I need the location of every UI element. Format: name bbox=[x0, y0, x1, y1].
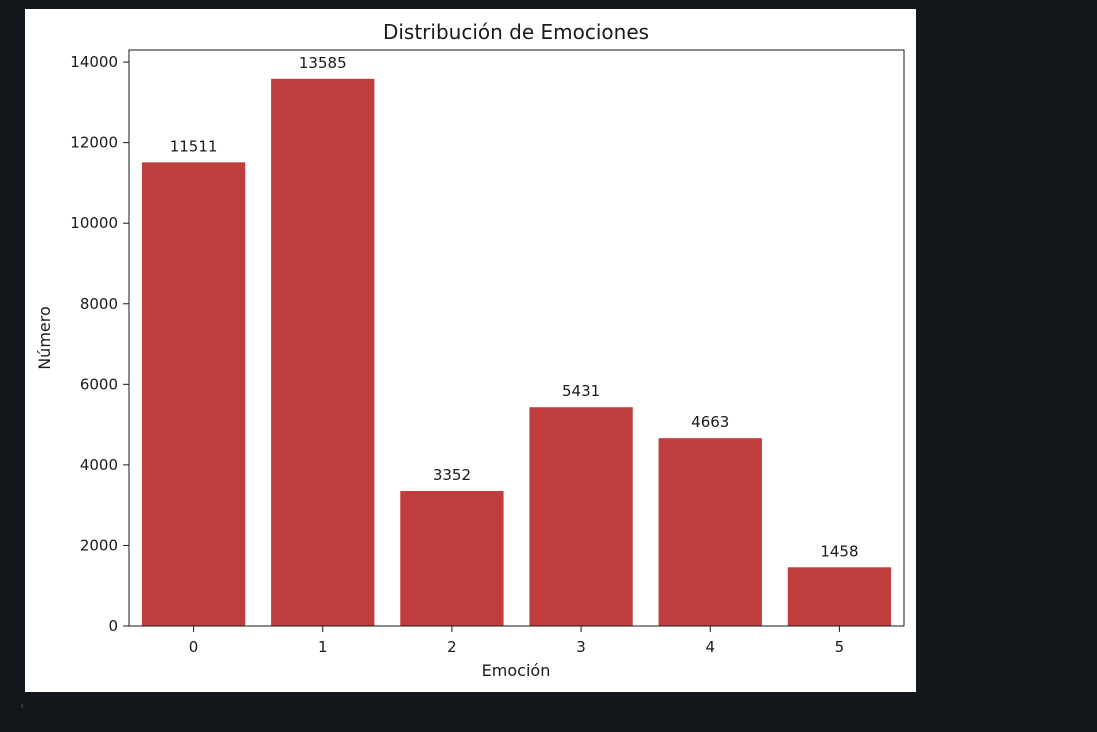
bar-2 bbox=[400, 490, 504, 626]
y-axis-label: Número bbox=[35, 306, 54, 370]
bars-layer bbox=[141, 78, 892, 627]
y-tick-label: 8000 bbox=[80, 295, 118, 313]
chevron-left-icon[interactable]: ‹ bbox=[20, 699, 25, 712]
x-tick-label: 5 bbox=[835, 638, 845, 656]
x-axis: 0 1 2 3 4 5 bbox=[189, 626, 844, 656]
data-label-2: 3352 bbox=[433, 466, 471, 484]
x-tick-label: 4 bbox=[705, 638, 715, 656]
chart-title: Distribución de Emociones bbox=[383, 20, 649, 44]
x-tick-label: 0 bbox=[189, 638, 199, 656]
x-axis-label: Emoción bbox=[482, 661, 551, 680]
y-tick-label: 6000 bbox=[80, 375, 118, 393]
chart-figure: Distribución de Emociones 11511 13585 3352… bbox=[25, 9, 916, 692]
data-label-1: 13585 bbox=[299, 54, 347, 72]
y-tick-label: 0 bbox=[108, 617, 118, 635]
y-tick-label: 4000 bbox=[80, 456, 118, 474]
y-tick-label: 10000 bbox=[70, 214, 118, 232]
data-labels-layer: 11511 13585 3352 5431 4663 1458 bbox=[170, 54, 859, 560]
y-tick-label: 14000 bbox=[70, 53, 118, 71]
plot-frame bbox=[128, 49, 905, 627]
bar-1 bbox=[271, 78, 375, 627]
bar-4 bbox=[658, 438, 762, 626]
bar-3 bbox=[529, 407, 633, 626]
data-label-5: 1458 bbox=[820, 542, 858, 560]
bar-5 bbox=[787, 567, 892, 626]
y-tick-label: 2000 bbox=[80, 536, 118, 554]
data-label-4: 4663 bbox=[691, 413, 729, 431]
x-tick-label: 2 bbox=[447, 638, 457, 656]
bar-chart: Distribución de Emociones 11511 13585 3352… bbox=[35, 20, 905, 680]
x-tick-label: 1 bbox=[318, 638, 328, 656]
y-axis: 0 2000 4000 6000 8000 10000 12000 14000 bbox=[70, 53, 129, 635]
y-tick-label: 12000 bbox=[70, 134, 118, 152]
bar-0 bbox=[141, 162, 246, 626]
x-tick-label: 3 bbox=[576, 638, 586, 656]
data-label-3: 5431 bbox=[562, 382, 600, 400]
data-label-0: 11511 bbox=[170, 137, 218, 155]
